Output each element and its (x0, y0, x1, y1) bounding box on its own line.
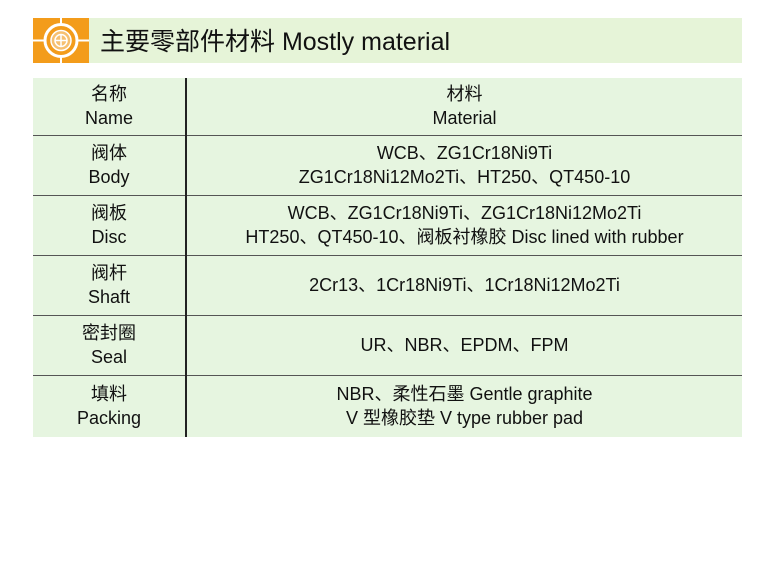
table-row: 密封圈 Seal UR、NBR、EPDM、FPM (33, 314, 742, 375)
part-name: 阀体 Body (33, 134, 187, 195)
title-banner (33, 18, 742, 63)
part-material: NBR、柔性石墨 Gentle graphite V 型橡胶垫 V type ru… (186, 374, 742, 437)
part-name: 密封圈 Seal (33, 314, 187, 375)
table-header-row: 名称 Name 材料 Material (33, 78, 742, 135)
part-material: 2Cr13、1Cr18Ni9Ti、1Cr18Ni12Mo2Ti (186, 254, 742, 315)
part-name: 阀杆 Shaft (33, 254, 187, 315)
table-row: 填料 Packing NBR、柔性石墨 Gentle graphite V 型橡胶垫… (33, 374, 742, 437)
part-name: 阀板 Disc (33, 194, 187, 255)
table-row: 阀板 Disc WCB、ZG1Cr18Ni9Ti、ZG1Cr18Ni12Mo2Ti… (33, 194, 742, 255)
part-name: 填料 Packing (33, 374, 187, 437)
part-material: WCB、ZG1Cr18Ni9Ti ZG1Cr18Ni12Mo2Ti、HT250、Q… (186, 134, 742, 195)
part-material: WCB、ZG1Cr18Ni9Ti、ZG1Cr18Ni12Mo2Ti HT250、Q… (186, 194, 742, 255)
part-material: UR、NBR、EPDM、FPM (186, 314, 742, 375)
materials-table: 名称 Name 材料 Material 阀体 Body WCB、ZG1Cr18Ni9T… (33, 78, 742, 437)
table-row: 阀杆 Shaft 2Cr13、1Cr18Ni9Ti、1Cr18Ni12Mo2Ti (33, 254, 742, 315)
header-material: 材料 Material (432, 84, 497, 129)
page-title: 主要零部件材料 Mostly material (100, 28, 451, 56)
logo-emblem-icon (33, 18, 89, 63)
table-row: 阀体 Body WCB、ZG1Cr18Ni9Ti ZG1Cr18Ni12Mo2Ti、… (33, 134, 742, 195)
header-name: 名称 Name (33, 78, 187, 135)
logo (33, 18, 89, 63)
